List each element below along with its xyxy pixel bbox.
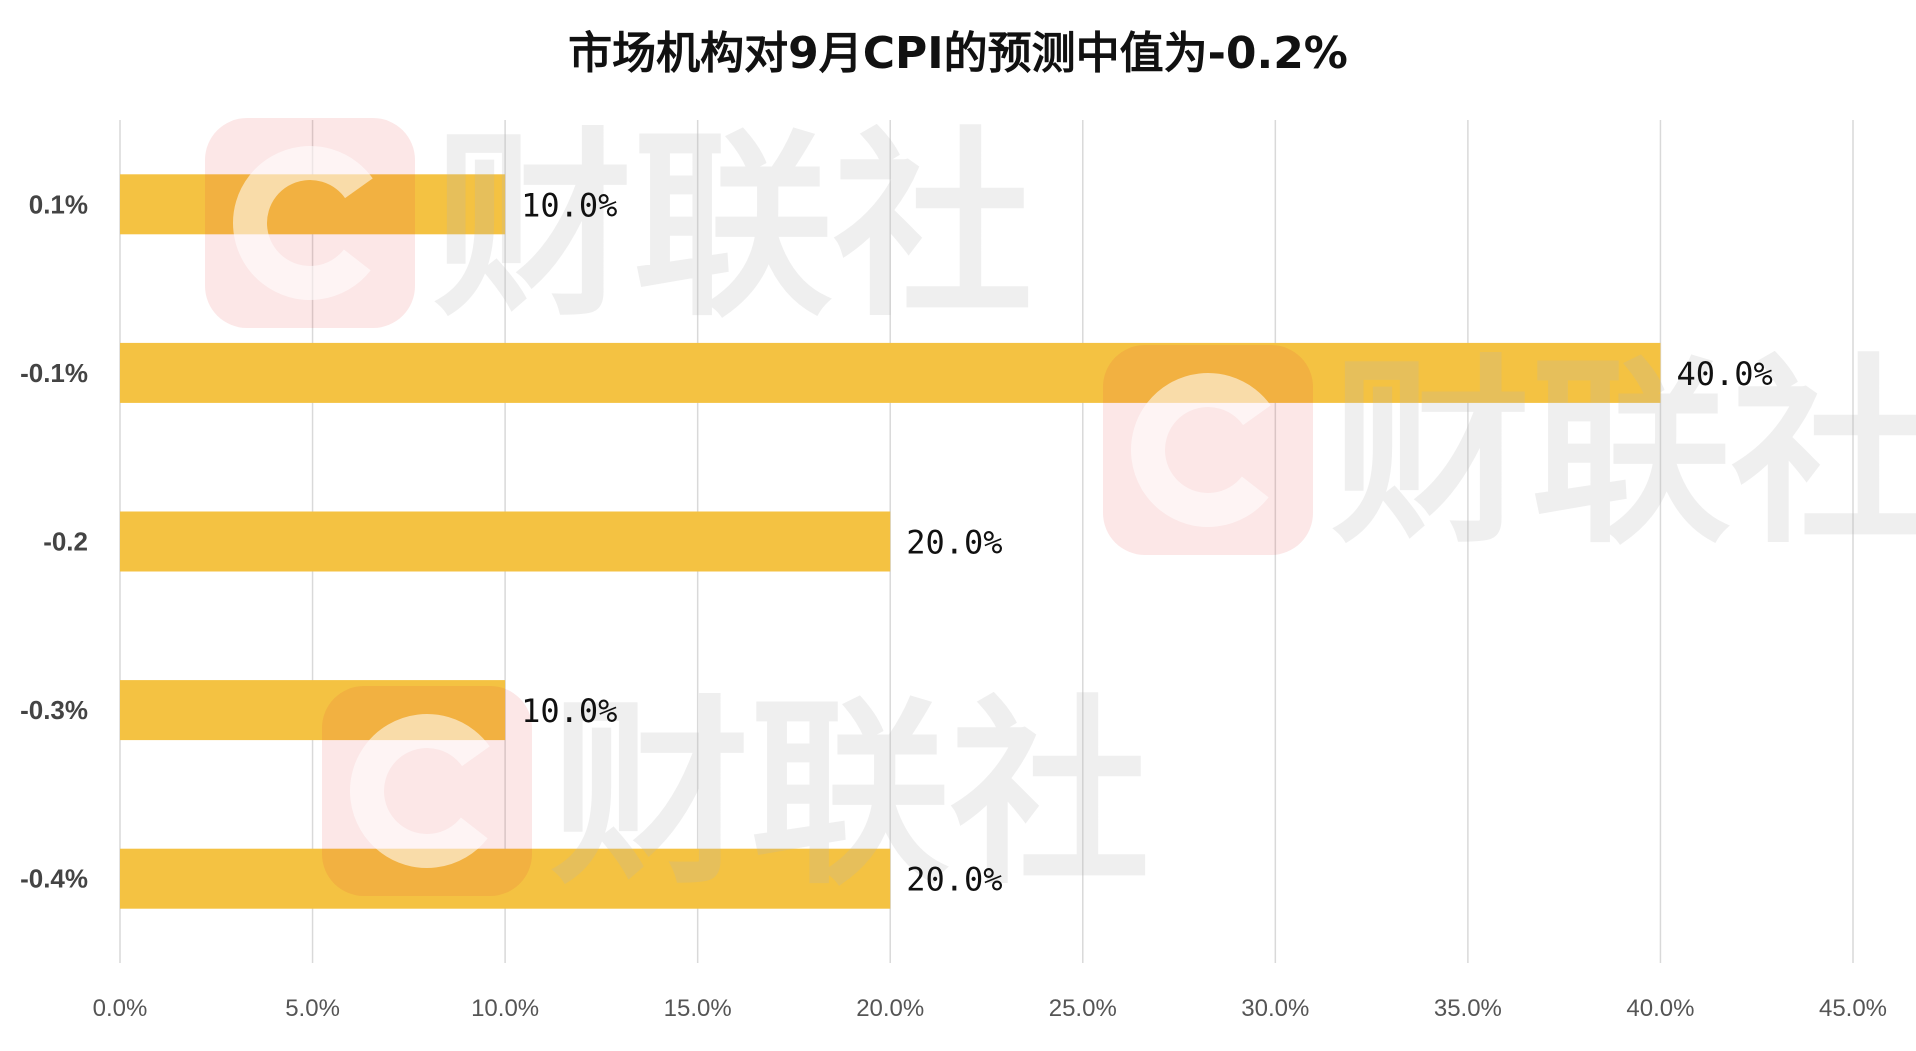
watermark: 财联社 (1103, 338, 1916, 571)
x-tick-label: 10.0% (471, 995, 539, 1022)
x-tick-label: 0.0% (93, 995, 148, 1022)
data-label: 40.0% (1676, 355, 1772, 393)
bar (120, 848, 891, 909)
x-tick-label: 25.0% (1049, 995, 1117, 1022)
bar (120, 511, 891, 572)
x-tick-label: 20.0% (856, 995, 924, 1022)
category-label: -0.3% (20, 695, 88, 725)
x-tick-label: 40.0% (1626, 995, 1694, 1022)
watermark-logo-c-icon (1131, 373, 1285, 527)
data-label: 20.0% (906, 861, 1002, 899)
x-axis-tick-labels: 0.0% 5.0% 10.0% 15.0% 20.0% 25.0% 30.0% 35.0% 40… (93, 995, 1887, 1022)
bar (120, 342, 1661, 403)
data-label: 10.0% (521, 692, 617, 730)
data-label: 20.0% (906, 524, 1002, 562)
x-tick-label: 30.0% (1241, 995, 1309, 1022)
category-label: 0.1% (29, 189, 88, 219)
x-tick-label: 15.0% (664, 995, 732, 1022)
category-label: -0.4% (20, 864, 88, 894)
chart-title: 市场机构对9月CPI的预测中值为-0.2% (568, 28, 1348, 79)
category-label: -0.2 (43, 527, 88, 557)
x-tick-label: 45.0% (1819, 995, 1887, 1022)
watermark-text: 财联社 (433, 111, 1033, 344)
watermark-logo-c-icon (233, 146, 387, 300)
watermark: 财联社 (205, 111, 1033, 344)
watermark-text: 财联社 (550, 679, 1150, 912)
x-tick-label: 35.0% (1434, 995, 1502, 1022)
data-label: 10.0% (521, 186, 617, 224)
data-labels: 10.0% 40.0% 20.0% 10.0% 20.0% (521, 186, 1773, 898)
category-labels: 0.1% -0.1% -0.2 -0.3% -0.4% (20, 189, 88, 893)
x-tick-label: 5.0% (285, 995, 340, 1022)
category-label: -0.1% (20, 358, 88, 388)
watermark-logo-c-icon (350, 714, 504, 868)
bar (120, 174, 506, 235)
watermark: 财联社 (322, 679, 1150, 912)
watermark-text: 财联社 (1331, 338, 1916, 571)
